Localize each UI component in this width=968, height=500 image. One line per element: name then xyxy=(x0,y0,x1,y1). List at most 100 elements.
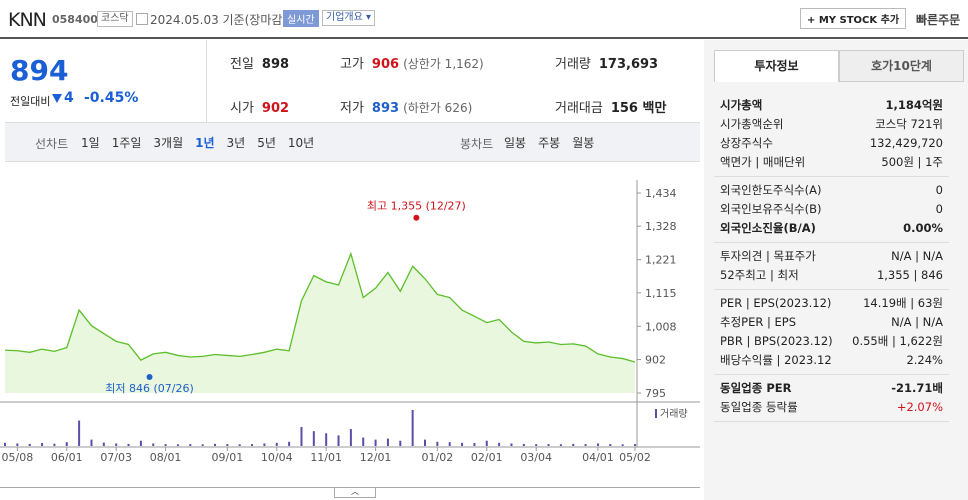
y-tick-label: 1,221 xyxy=(645,254,677,267)
side-tabs: 투자정보 호가10단계 xyxy=(714,50,964,82)
date: 2024.05.03 기준(장마감) xyxy=(150,13,288,27)
candle-tab[interactable]: 월봉 xyxy=(572,136,595,150)
period-tab[interactable]: 1년 xyxy=(195,136,215,150)
volume-bar xyxy=(485,440,488,446)
period-tab[interactable]: 10년 xyxy=(287,136,315,150)
cell-label: 거래대금 xyxy=(555,101,603,116)
volume-bar xyxy=(41,443,44,446)
quote-cell: 거래대금 156 백만 xyxy=(555,97,666,116)
side-row: 액면가 | 매매단위 500원 | 1주 xyxy=(714,153,949,172)
volume-bar xyxy=(596,443,599,446)
row-value: 0.00% xyxy=(903,221,943,235)
side-row: 시가총액순위 코스닥 721위 xyxy=(714,115,949,134)
volume-bar xyxy=(386,438,389,446)
volume-bar xyxy=(53,443,56,446)
volume-bar xyxy=(448,442,451,446)
company-info[interactable]: 기업개요 ▾ xyxy=(322,10,376,26)
volume-bar xyxy=(139,440,142,446)
volume-bar xyxy=(621,444,624,446)
period-tab[interactable]: 5년 xyxy=(257,136,276,150)
quote-cell: 거래량 173,693 xyxy=(555,53,658,72)
row-value: 132,429,720 xyxy=(869,136,943,150)
change: 4 xyxy=(64,90,74,106)
x-tick-label: 09/01 xyxy=(212,451,244,464)
y-tick-label: 1,434 xyxy=(645,187,677,200)
cell-label: 전일 xyxy=(230,57,254,72)
quote-cell: 시가 902 xyxy=(230,97,289,116)
cell-value: 902 xyxy=(261,101,290,116)
candle-tab[interactable]: 주봉 xyxy=(538,136,561,150)
period-tab[interactable]: 1일 xyxy=(81,136,100,150)
side-tab[interactable]: 호가10단계 xyxy=(839,50,964,82)
x-tick-label: 04/01 xyxy=(582,451,614,464)
x-tick-label: 02/01 xyxy=(471,451,503,464)
row-label: 외국인보유주식수(B) xyxy=(720,202,822,216)
calendar-icon xyxy=(136,13,148,25)
volume-bar xyxy=(572,443,575,446)
volume-bar xyxy=(201,444,204,446)
volume-bar xyxy=(399,440,402,446)
x-tick-label: 12/01 xyxy=(360,451,392,464)
x-tick-label: 05/08 xyxy=(2,451,34,464)
side-group: 외국인한도주식수(A) 0 외국인보유주식수(B) 0 외국인소진율(B/A) 0.00% xyxy=(714,177,949,243)
header-rule xyxy=(0,37,968,39)
period-tab[interactable]: 1주일 xyxy=(111,136,142,150)
volume-bar xyxy=(522,443,525,446)
side-tab[interactable]: 투자정보 xyxy=(714,50,839,82)
row-label: 액면가 | 매매단위 xyxy=(720,155,806,169)
volume-bar xyxy=(65,442,68,446)
volume-bar xyxy=(115,443,118,446)
volume-bar xyxy=(634,444,636,446)
volume-bar xyxy=(263,443,266,446)
collapse-button[interactable]: ︿ xyxy=(334,487,376,498)
row-label: PER | EPS(2023.12) xyxy=(720,296,832,310)
market-badge: 코스닥 xyxy=(97,11,133,27)
volume-bar xyxy=(16,443,19,446)
row-value: 500원 | 1주 xyxy=(881,155,943,169)
quote-cell: 전일 898 xyxy=(230,53,289,72)
volume-bar xyxy=(152,443,155,446)
volume-bar xyxy=(102,442,105,446)
side-row: 상장주식수 132,429,720 xyxy=(714,134,949,153)
line-chart-label: 선차트 xyxy=(35,137,69,151)
volume-bar xyxy=(238,444,241,446)
side-row: 외국인소진율(B/A) 0.00% xyxy=(714,219,949,238)
realtime-badge[interactable]: 실시간 xyxy=(283,10,319,27)
cell-note: (하한가 626) xyxy=(403,101,473,115)
cell-value: 156 백만 xyxy=(610,101,667,116)
change-pct: -0.45% xyxy=(84,90,139,106)
volume-bar xyxy=(90,439,93,446)
row-label: 시가총액 xyxy=(720,98,763,112)
mystock-button[interactable]: + MY STOCK 추가 xyxy=(800,8,907,29)
row-label: PBR | BPS(2023.12) xyxy=(720,334,833,348)
row-value: 1,355 | 846 xyxy=(876,268,943,282)
x-tick-label: 06/01 xyxy=(51,451,83,464)
chart-bottom-rule xyxy=(0,487,700,488)
candle-tab[interactable]: 일봉 xyxy=(504,136,527,150)
quick-order[interactable]: 빠른주문 xyxy=(916,13,961,27)
chart: 795 902 1,008 1,115 1,221 1,328 1,434 거래량 05/08 0… xyxy=(0,180,700,464)
x-tick-label: 11/01 xyxy=(310,451,342,464)
row-label: 동일업종 등락률 xyxy=(720,400,798,414)
candles: 일봉 주봉 월봉 xyxy=(504,134,606,151)
y-tick-label: 1,328 xyxy=(645,220,677,233)
extreme-label: 최고 1,355 (12/27) xyxy=(367,200,466,213)
row-value: 1,184억원 xyxy=(885,98,943,112)
volume-bar xyxy=(214,443,216,446)
volume-bar xyxy=(374,439,377,446)
period-tab[interactable]: 3개월 xyxy=(153,136,184,150)
volume-bar xyxy=(226,444,229,446)
x-tick-label: 05/02 xyxy=(619,451,651,464)
period-tab[interactable]: 3년 xyxy=(226,136,246,150)
volume-bar xyxy=(164,444,167,446)
row-value: N/A | N/A xyxy=(891,315,943,329)
cell-value: 893 xyxy=(371,101,400,116)
company-info-text: 기업개요 xyxy=(326,12,363,23)
volume-bar xyxy=(176,444,179,446)
volume-bar xyxy=(127,443,130,446)
volume-bar xyxy=(28,443,31,446)
cell-value: 173,693 xyxy=(598,57,659,72)
volume-bar xyxy=(510,443,513,446)
